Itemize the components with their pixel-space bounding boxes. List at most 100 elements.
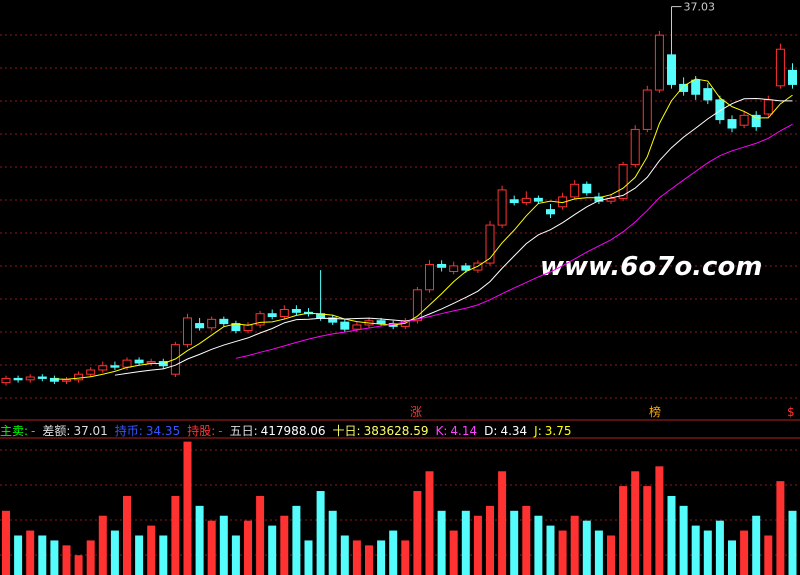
candle-body bbox=[630, 128, 640, 166]
volume-bar bbox=[171, 495, 180, 575]
volume-bar bbox=[147, 525, 156, 575]
annotation: $ bbox=[787, 405, 795, 419]
candle-body bbox=[691, 79, 701, 95]
candle-body bbox=[219, 318, 229, 325]
volume-bar bbox=[401, 540, 410, 575]
candle-body bbox=[715, 99, 725, 121]
volume-bar bbox=[788, 510, 797, 575]
candle-body bbox=[134, 359, 144, 364]
volume-bar bbox=[244, 520, 252, 575]
volume-bar bbox=[38, 535, 47, 575]
volume-bar bbox=[207, 520, 216, 575]
high-label: 37.03 bbox=[684, 1, 716, 14]
candle-body bbox=[98, 365, 108, 371]
volume-bar bbox=[365, 545, 373, 575]
volume-bar bbox=[498, 471, 507, 575]
volume-bar bbox=[110, 530, 119, 575]
indicator-label: 差额: bbox=[42, 424, 71, 438]
candle-body bbox=[582, 183, 592, 194]
candle-body bbox=[207, 318, 217, 329]
candle-body bbox=[425, 263, 434, 291]
volume-bar bbox=[461, 510, 470, 575]
indicator-label: D: bbox=[484, 424, 498, 438]
indicator: D: 4.34 bbox=[484, 424, 530, 438]
indicator-value: 4.34 bbox=[500, 424, 528, 438]
volume-bar bbox=[437, 510, 446, 575]
indicator: 主卖: - bbox=[0, 424, 38, 438]
volume-bar bbox=[667, 495, 676, 575]
candle-body bbox=[497, 189, 507, 226]
annotation: 涨 bbox=[410, 404, 422, 419]
indicator-value: 4.14 bbox=[450, 424, 478, 438]
volume-bar bbox=[679, 505, 688, 575]
volume-bar bbox=[764, 535, 773, 575]
candle-body bbox=[546, 209, 555, 215]
volume-bar bbox=[534, 515, 543, 575]
indicator: 十日: 383628.59 bbox=[333, 424, 432, 438]
candle-body bbox=[703, 88, 713, 101]
volume-bar bbox=[377, 540, 386, 575]
volume-bar bbox=[316, 491, 325, 575]
candle-body bbox=[461, 265, 471, 271]
candle-body bbox=[352, 324, 362, 330]
volume-bar bbox=[776, 481, 785, 575]
candle-body bbox=[618, 164, 628, 199]
candle-body bbox=[195, 323, 205, 329]
candle-body bbox=[667, 54, 676, 85]
volume-bar bbox=[449, 530, 458, 575]
candle-body bbox=[654, 34, 664, 91]
indicator-value: 37.01 bbox=[73, 424, 108, 438]
candle-body bbox=[62, 379, 71, 382]
candle-body bbox=[509, 199, 519, 204]
indicator-label: 十日: bbox=[332, 424, 361, 438]
volume-bar bbox=[292, 505, 301, 575]
candle-body bbox=[122, 359, 132, 368]
candle-body bbox=[533, 197, 543, 202]
candle-body bbox=[267, 313, 277, 318]
annotation: 榜 bbox=[649, 404, 661, 419]
candle-body bbox=[74, 373, 84, 381]
volume-bar bbox=[752, 515, 761, 575]
volume-bar bbox=[582, 520, 591, 575]
candle-body bbox=[243, 324, 253, 332]
indicator: 五日: 417988.06 bbox=[230, 424, 329, 438]
indicator: 差额: 37.01 bbox=[42, 424, 110, 438]
indicator-value: 34.35 bbox=[145, 424, 181, 438]
candle-body bbox=[13, 377, 23, 381]
candle-body bbox=[775, 48, 785, 87]
volume-bar bbox=[256, 495, 265, 575]
indicator-value: - bbox=[218, 424, 223, 438]
candle-body bbox=[25, 376, 35, 381]
indicator-label: K: bbox=[435, 424, 448, 438]
ma-line bbox=[114, 97, 793, 376]
candle-body bbox=[376, 320, 386, 325]
volume-bar bbox=[558, 530, 567, 575]
volume-bar bbox=[631, 471, 640, 575]
candle-body bbox=[679, 83, 689, 92]
candle-body bbox=[449, 265, 459, 273]
candle-body bbox=[437, 263, 447, 268]
volume-bar bbox=[728, 540, 736, 575]
candle-body bbox=[594, 196, 604, 202]
indicator-label: 持股: bbox=[187, 424, 216, 438]
volume-bar bbox=[2, 510, 10, 575]
candle-body bbox=[642, 89, 652, 130]
candle-body bbox=[340, 321, 350, 330]
indicator-value: 3.75 bbox=[544, 424, 572, 438]
volume-bar bbox=[522, 505, 531, 575]
volume-bar bbox=[594, 530, 603, 575]
indicator-value: 383628.59 bbox=[363, 424, 429, 438]
watermark: www.6o7o.com bbox=[540, 252, 762, 282]
candle-body bbox=[279, 308, 289, 318]
candle-body bbox=[291, 308, 301, 313]
volume-bar bbox=[328, 510, 337, 575]
volume-bar bbox=[740, 530, 749, 575]
volume-bar bbox=[510, 510, 519, 575]
candle-body bbox=[788, 69, 797, 85]
candle-body bbox=[146, 361, 156, 364]
volume-bar bbox=[340, 535, 349, 575]
candle-body bbox=[739, 114, 749, 126]
candle-body bbox=[183, 317, 192, 346]
indicator-bar: 主卖: - 差额: 37.01 持币: 34.35 持股: - 五日: 417988.06 十日: 3… bbox=[0, 422, 578, 438]
indicator: K: 4.14 bbox=[436, 424, 481, 438]
